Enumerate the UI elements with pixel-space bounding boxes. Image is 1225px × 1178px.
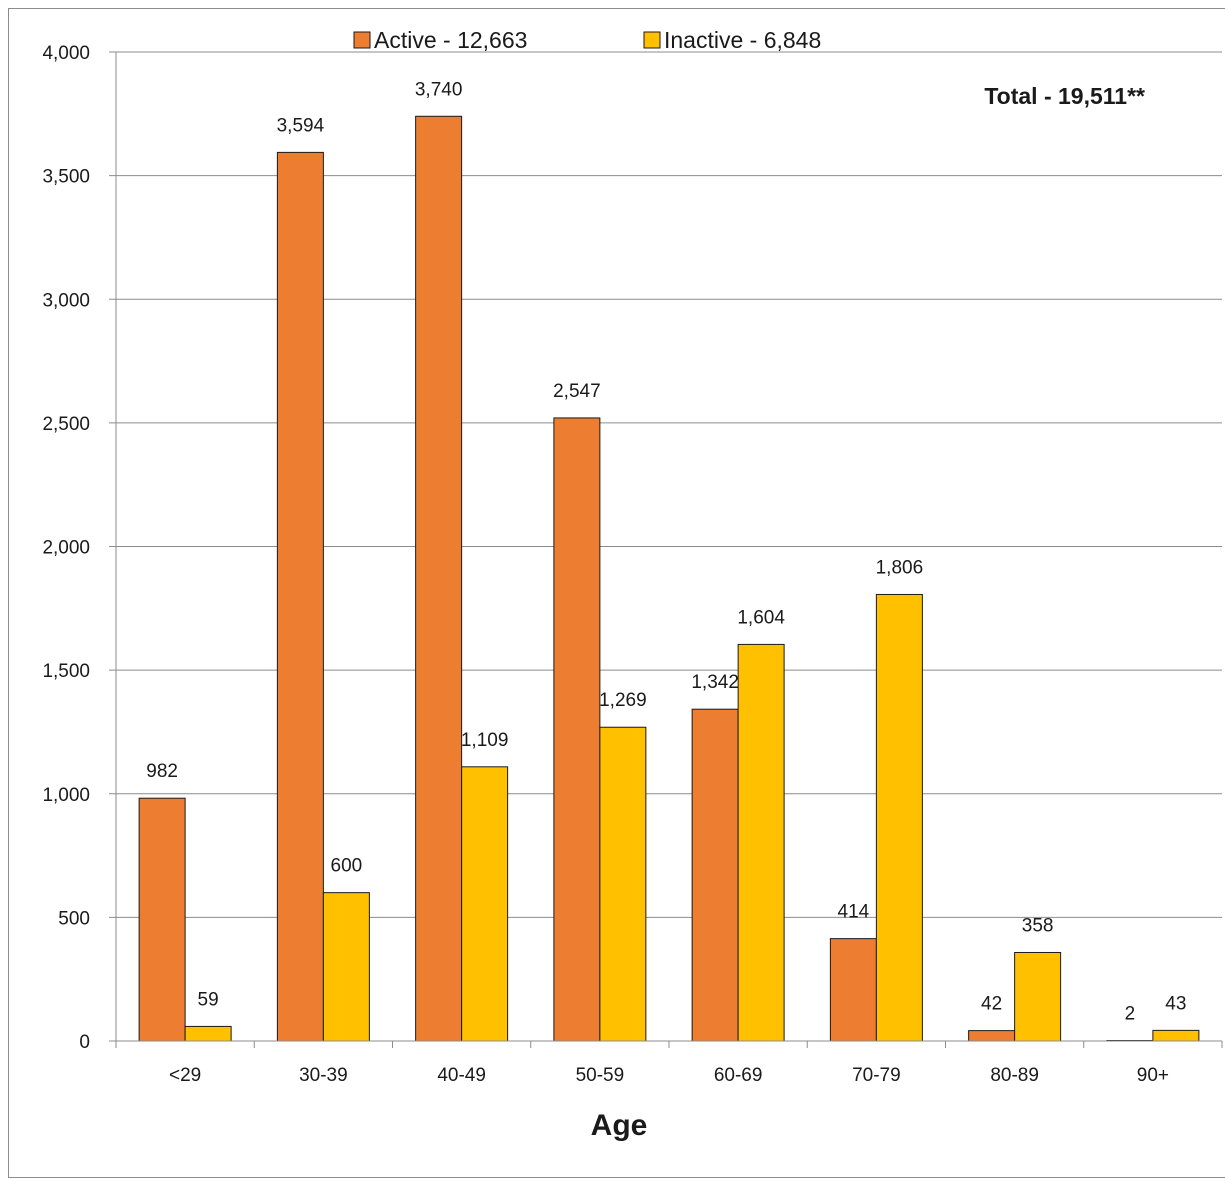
y-tick-label: 1,000 [42,785,90,806]
active-data-label-1: 3,594 [277,115,325,136]
x-tick-label: 80-89 [990,1065,1039,1086]
inactive-data-label-5: 1,806 [876,557,924,578]
active-data-label-0: 982 [146,761,178,782]
inactive-data-label-1: 600 [331,856,363,877]
inactive-data-label-0: 59 [198,989,219,1010]
inactive-bar-4 [738,644,784,1041]
x-tick-label: 50-59 [576,1065,625,1086]
active-data-label-6: 42 [981,994,1002,1015]
y-tick-label: 4,000 [42,43,90,64]
total-annotation: Total - 19,511** [984,83,1145,109]
inactive-bar-7 [1153,1030,1199,1041]
inactive-bar-5 [876,594,922,1041]
y-tick-label: 3,000 [42,290,90,311]
x-tick-label: 90+ [1137,1065,1169,1086]
x-axis-title: Age [591,1109,648,1142]
inactive-bar-1 [323,893,369,1041]
x-tick-label: 70-79 [852,1065,901,1086]
active-bar-3 [554,418,600,1041]
y-tick-label: 2,500 [42,414,90,435]
active-data-label-7: 2 [1125,1004,1136,1025]
y-tick-label: 1,500 [42,661,90,682]
legend-label-active: Active - 12,663 [374,27,527,53]
active-data-label-3: 2,547 [553,381,601,402]
y-tick-label: 500 [58,908,90,929]
active-bar-2 [416,116,462,1041]
inactive-bar-3 [600,727,646,1041]
x-tick-label: 30-39 [299,1065,348,1086]
bars [139,116,1199,1041]
active-data-label-4: 1,342 [691,672,739,693]
legend-swatch-active [354,32,370,48]
active-bar-5 [830,939,876,1041]
inactive-data-label-3: 1,269 [599,690,647,711]
active-bar-6 [969,1031,1015,1041]
active-data-label-2: 3,740 [415,79,463,100]
x-tick-label: 40-49 [437,1065,486,1086]
active-bar-1 [277,152,323,1041]
x-tick-label: 60-69 [714,1065,763,1086]
y-tick-label: 3,500 [42,167,90,188]
y-tick-label: 2,000 [42,538,90,559]
inactive-data-label-7: 43 [1165,993,1186,1014]
inactive-bar-2 [462,767,508,1041]
inactive-bar-6 [1015,952,1061,1041]
y-tick-label: 0 [79,1032,90,1053]
active-bar-0 [139,798,185,1041]
legend: Active - 12,663 Inactive - 6,848 [354,27,821,53]
active-data-label-5: 414 [838,902,870,923]
inactive-bar-0 [185,1026,231,1041]
inactive-data-label-6: 358 [1022,915,1054,936]
active-bar-4 [692,709,738,1041]
legend-swatch-inactive [644,32,660,48]
x-tick-label: <29 [169,1065,201,1086]
inactive-data-label-2: 1,109 [461,730,509,751]
inactive-data-label-4: 1,604 [737,607,785,628]
legend-label-inactive: Inactive - 6,848 [664,27,821,53]
